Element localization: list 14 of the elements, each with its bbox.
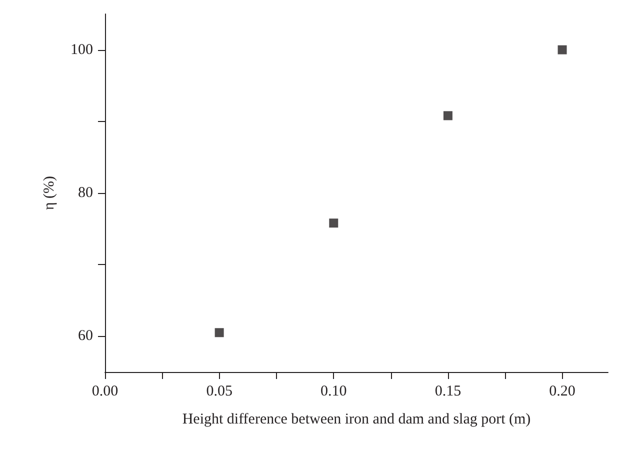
point bbox=[214, 328, 224, 338]
x-tick-label: 0.00 bbox=[92, 384, 118, 400]
point bbox=[329, 218, 338, 228]
y-axis-title: η (%) bbox=[42, 176, 58, 210]
x-tick-label: 0.10 bbox=[320, 384, 347, 400]
y-tick-label: 80 bbox=[78, 185, 93, 201]
x-tick-label: 0.15 bbox=[434, 384, 462, 400]
point bbox=[558, 45, 567, 54]
x-axis-title: Height difference between iron and dam and slag port (m) bbox=[182, 412, 531, 428]
x-tick-label: 0.05 bbox=[206, 384, 232, 400]
y-tick-label: 100 bbox=[70, 42, 93, 58]
point bbox=[443, 111, 452, 120]
y-tick-label: 60 bbox=[78, 328, 93, 344]
x-tick-label: 0.20 bbox=[549, 384, 576, 400]
